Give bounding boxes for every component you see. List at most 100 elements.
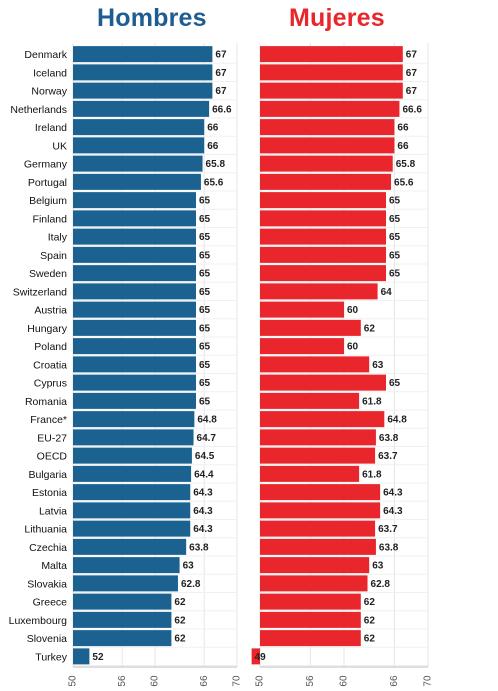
country-label: Luxembourg: [9, 615, 68, 627]
men-value-label: 67: [215, 86, 227, 97]
women-value-label: 63.8: [379, 542, 399, 553]
men-value-label: 64.3: [193, 506, 213, 517]
country-label: Belgium: [29, 195, 67, 207]
men-bar: [73, 283, 196, 300]
women-value-label: 63: [372, 360, 384, 371]
men-bar: [73, 210, 196, 227]
men-x-tick-label: 56: [117, 675, 128, 687]
women-value-label: 65: [389, 232, 401, 243]
country-label: France*: [30, 414, 67, 426]
women-value-label: 66: [397, 123, 409, 134]
women-bar: [260, 392, 360, 409]
women-chart-title: Mujeres: [289, 4, 385, 32]
country-label: Italy: [48, 232, 68, 244]
women-bar: [260, 46, 403, 63]
men-value-label: 62.8: [181, 579, 201, 590]
men-bar: [73, 465, 192, 482]
country-label: OECD: [37, 451, 68, 463]
men-bar: [73, 538, 187, 555]
men-value-label: 65: [199, 214, 211, 225]
women-x-tick-label: 70: [423, 675, 434, 687]
men-bar: [73, 557, 180, 574]
women-value-label: 60: [347, 305, 359, 316]
women-bar: [260, 484, 381, 501]
men-bar: [73, 648, 90, 665]
country-label: Poland: [34, 341, 67, 353]
women-bar: [260, 338, 344, 355]
men-x-tick-label: 70: [232, 675, 243, 687]
men-value-label: 67: [215, 68, 227, 79]
men-value-label: 52: [92, 652, 104, 663]
women-value-label: 61.8: [362, 396, 382, 407]
women-bar: [260, 82, 403, 99]
women-value-label: 62: [364, 323, 376, 334]
country-label: Germany: [24, 159, 68, 171]
women-bar: [260, 283, 378, 300]
women-value-label: 67: [406, 50, 418, 61]
country-label: Croatia: [33, 359, 67, 371]
men-value-label: 65: [199, 360, 211, 371]
women-value-label: 49: [255, 652, 267, 663]
women-bar: [260, 593, 361, 610]
women-value-label: 65: [389, 269, 401, 280]
men-value-label: 62: [174, 634, 186, 645]
country-label: Sweden: [29, 268, 67, 280]
men-bar: [73, 575, 178, 592]
women-value-label: 64.3: [383, 488, 403, 499]
men-bar: [73, 356, 196, 373]
women-bar: [260, 447, 376, 464]
women-value-label: 63.7: [378, 451, 398, 462]
men-value-label: 64.4: [194, 469, 214, 480]
women-value-label: 62.8: [371, 579, 391, 590]
country-label: EU-27: [37, 432, 67, 444]
men-value-label: 66: [207, 123, 219, 134]
country-label: Greece: [33, 597, 68, 609]
country-label: Portugal: [28, 177, 67, 189]
women-bar: [260, 374, 386, 391]
country-label: Czechia: [29, 542, 67, 554]
men-bar: [73, 265, 196, 282]
country-label: Slovenia: [27, 633, 67, 645]
men-value-label: 66: [207, 141, 219, 152]
men-bar: [73, 228, 196, 245]
women-bar: [260, 557, 370, 574]
women-bar: [260, 356, 370, 373]
women-value-label: 63.8: [379, 433, 399, 444]
men-value-label: 65: [199, 323, 211, 334]
men-value-label: 65: [199, 232, 211, 243]
country-label: Spain: [40, 250, 67, 262]
women-bar: [260, 119, 395, 136]
men-bar: [73, 611, 172, 628]
country-label: Lithuania: [24, 524, 67, 536]
country-label: UK: [52, 140, 67, 152]
women-value-label: 64.8: [387, 415, 407, 426]
men-bar: [73, 392, 196, 409]
men-bar: [73, 82, 213, 99]
women-value-label: 65: [389, 250, 401, 261]
women-x-tick-label: 60: [339, 675, 350, 687]
women-bar: [260, 630, 361, 647]
men-bar: [73, 119, 205, 136]
country-label: Turkey: [35, 651, 67, 663]
women-value-label: 67: [406, 86, 418, 97]
women-bar: [260, 429, 376, 446]
women-bar: [260, 520, 376, 537]
women-value-label: 65: [389, 196, 401, 207]
men-bar: [73, 520, 191, 537]
women-bar: [260, 319, 361, 336]
men-value-label: 65: [199, 378, 211, 389]
country-label: Austria: [34, 305, 67, 317]
women-value-label: 62: [364, 597, 376, 608]
country-label: Finland: [33, 213, 68, 225]
women-value-label: 62: [364, 634, 376, 645]
women-value-label: 66.6: [402, 104, 422, 115]
women-bar: [260, 502, 381, 519]
men-chart-title: Hombres: [97, 4, 207, 32]
men-bar: [73, 137, 205, 154]
men-value-label: 65: [199, 342, 211, 353]
country-label: Hungary: [27, 323, 67, 335]
men-x-tick-label: 66: [199, 675, 210, 687]
women-bar: [260, 465, 360, 482]
women-value-label: 62: [364, 615, 376, 626]
men-bar: [73, 246, 196, 263]
